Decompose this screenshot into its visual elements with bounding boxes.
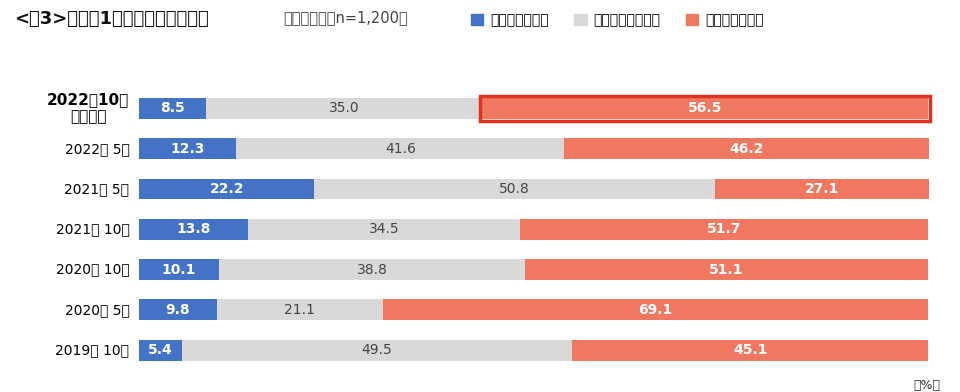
Text: 9.8: 9.8 bbox=[165, 303, 190, 317]
Bar bbox=[482, 98, 928, 119]
Text: 69.1: 69.1 bbox=[638, 303, 673, 317]
Legend: 良くなると思う, 変わらないと思う, 悪くなると思う: 良くなると思う, 変わらないと思う, 悪くなると思う bbox=[466, 7, 769, 33]
Text: 49.5: 49.5 bbox=[362, 343, 393, 357]
Text: 38.8: 38.8 bbox=[356, 263, 388, 277]
Text: 12.3: 12.3 bbox=[171, 142, 204, 156]
Text: <図3>　今後1年間の景気の見通し: <図3> 今後1年間の景気の見通し bbox=[14, 10, 209, 28]
Bar bbox=[139, 259, 219, 280]
Text: 35.0: 35.0 bbox=[329, 102, 360, 115]
Bar bbox=[139, 98, 206, 119]
Text: 34.5: 34.5 bbox=[369, 222, 399, 236]
Text: 5.4: 5.4 bbox=[148, 343, 173, 357]
Bar bbox=[480, 96, 930, 121]
Text: （%）: （%） bbox=[913, 379, 940, 392]
Text: 51.1: 51.1 bbox=[709, 263, 744, 277]
Bar bbox=[139, 138, 236, 159]
Bar bbox=[139, 178, 314, 200]
Bar bbox=[520, 219, 928, 240]
Bar bbox=[314, 178, 715, 200]
Text: 50.8: 50.8 bbox=[499, 182, 530, 196]
Text: 41.6: 41.6 bbox=[385, 142, 416, 156]
Text: 56.5: 56.5 bbox=[688, 102, 723, 115]
Bar bbox=[236, 138, 564, 159]
Bar bbox=[572, 340, 928, 361]
Text: 51.7: 51.7 bbox=[707, 222, 741, 236]
Bar bbox=[564, 138, 929, 159]
Text: 8.5: 8.5 bbox=[160, 102, 185, 115]
Bar bbox=[139, 340, 181, 361]
Bar bbox=[139, 219, 248, 240]
Text: 13.8: 13.8 bbox=[177, 222, 211, 236]
Bar bbox=[206, 98, 482, 119]
Bar bbox=[219, 259, 525, 280]
Text: （単一回答：n=1,200）: （単一回答：n=1,200） bbox=[283, 10, 408, 25]
Text: 27.1: 27.1 bbox=[804, 182, 839, 196]
Bar bbox=[139, 299, 217, 320]
Bar bbox=[383, 299, 928, 320]
Text: 21.1: 21.1 bbox=[284, 303, 315, 317]
Bar bbox=[248, 219, 520, 240]
Text: 45.1: 45.1 bbox=[733, 343, 767, 357]
Text: 46.2: 46.2 bbox=[730, 142, 764, 156]
Bar bbox=[217, 299, 383, 320]
Bar bbox=[525, 259, 928, 280]
Text: 22.2: 22.2 bbox=[209, 182, 244, 196]
Bar bbox=[181, 340, 572, 361]
Text: 10.1: 10.1 bbox=[162, 263, 196, 277]
Bar bbox=[715, 178, 929, 200]
